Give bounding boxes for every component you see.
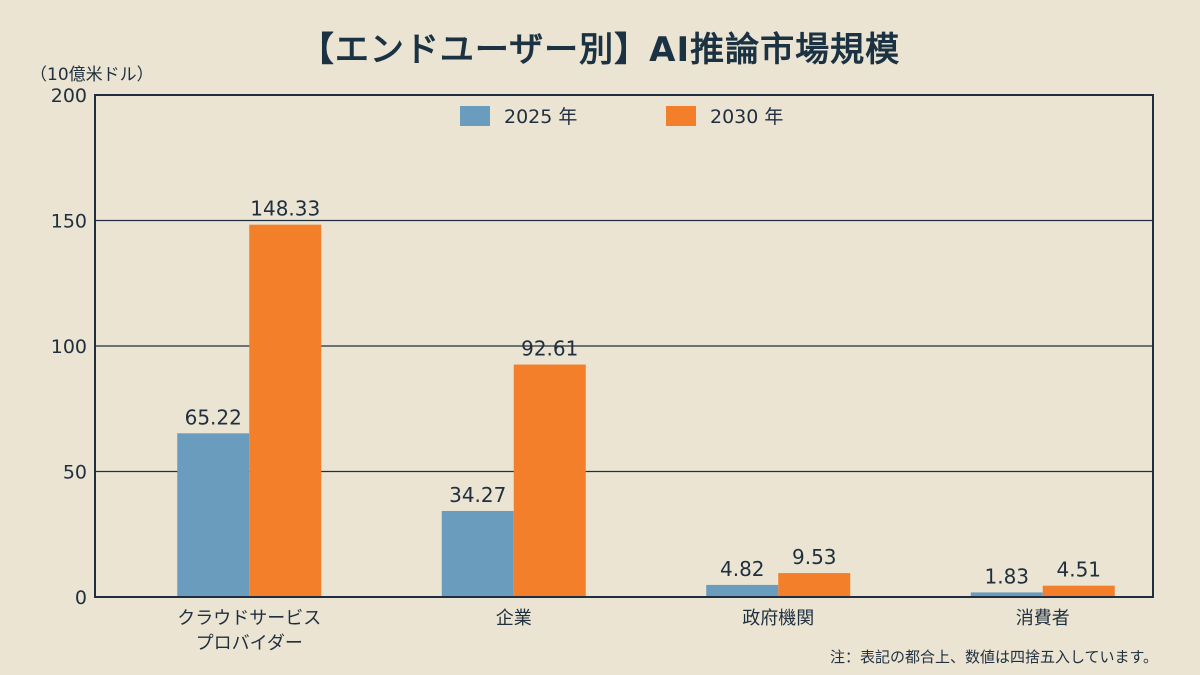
legend: 2025 年 2030 年 [460,106,783,128]
bar [441,510,514,597]
y-tick-label: 100 [51,336,87,358]
y-tick-label: 0 [75,587,87,609]
x-tick-label: 政府機関 [742,608,814,629]
value-labels: 65.22 148.33 34.27 92.61 4.82 9.53 1.83 4.51 [185,197,1101,589]
y-axis-unit-label: （10億米ドル） [30,65,154,85]
bar [513,364,586,597]
x-tick-label: 企業 [496,608,532,629]
bar [706,584,779,597]
chart-title: 【エンドユーザー別】AI推論市場規模 [299,30,901,70]
bar-value-label: 92.61 [521,337,578,361]
bar [177,433,250,597]
bars [177,224,1115,597]
y-tick-label: 50 [63,462,87,484]
y-axis-ticks: 0 50 100 150 200 [51,85,87,609]
bar [778,573,851,597]
legend-swatch [666,106,696,126]
footnote: 注：表記の都合上、数値は四捨五入しています。 [829,648,1158,666]
bar [970,592,1043,597]
x-tick-label: プロバイダー [196,633,303,654]
y-tick-label: 200 [51,85,87,107]
x-tick-label: 消費者 [1016,608,1070,629]
legend-swatch [460,106,490,126]
bar-value-label: 34.27 [449,483,506,507]
bar-value-label: 1.83 [984,564,1029,588]
bar-value-label: 65.22 [185,405,242,429]
bar [249,224,322,597]
bar-value-label: 4.82 [720,557,765,581]
bar-value-label: 9.53 [792,545,837,569]
bar-value-label: 4.51 [1056,558,1101,582]
x-tick-label: クラウドサービス [177,608,321,629]
bar [1042,585,1115,597]
plot-frame [94,94,1154,598]
legend-label: 2025 年 [504,106,577,128]
y-tick-label: 150 [51,211,87,233]
bar-value-label: 148.33 [250,197,320,221]
legend-label: 2030 年 [710,106,783,128]
